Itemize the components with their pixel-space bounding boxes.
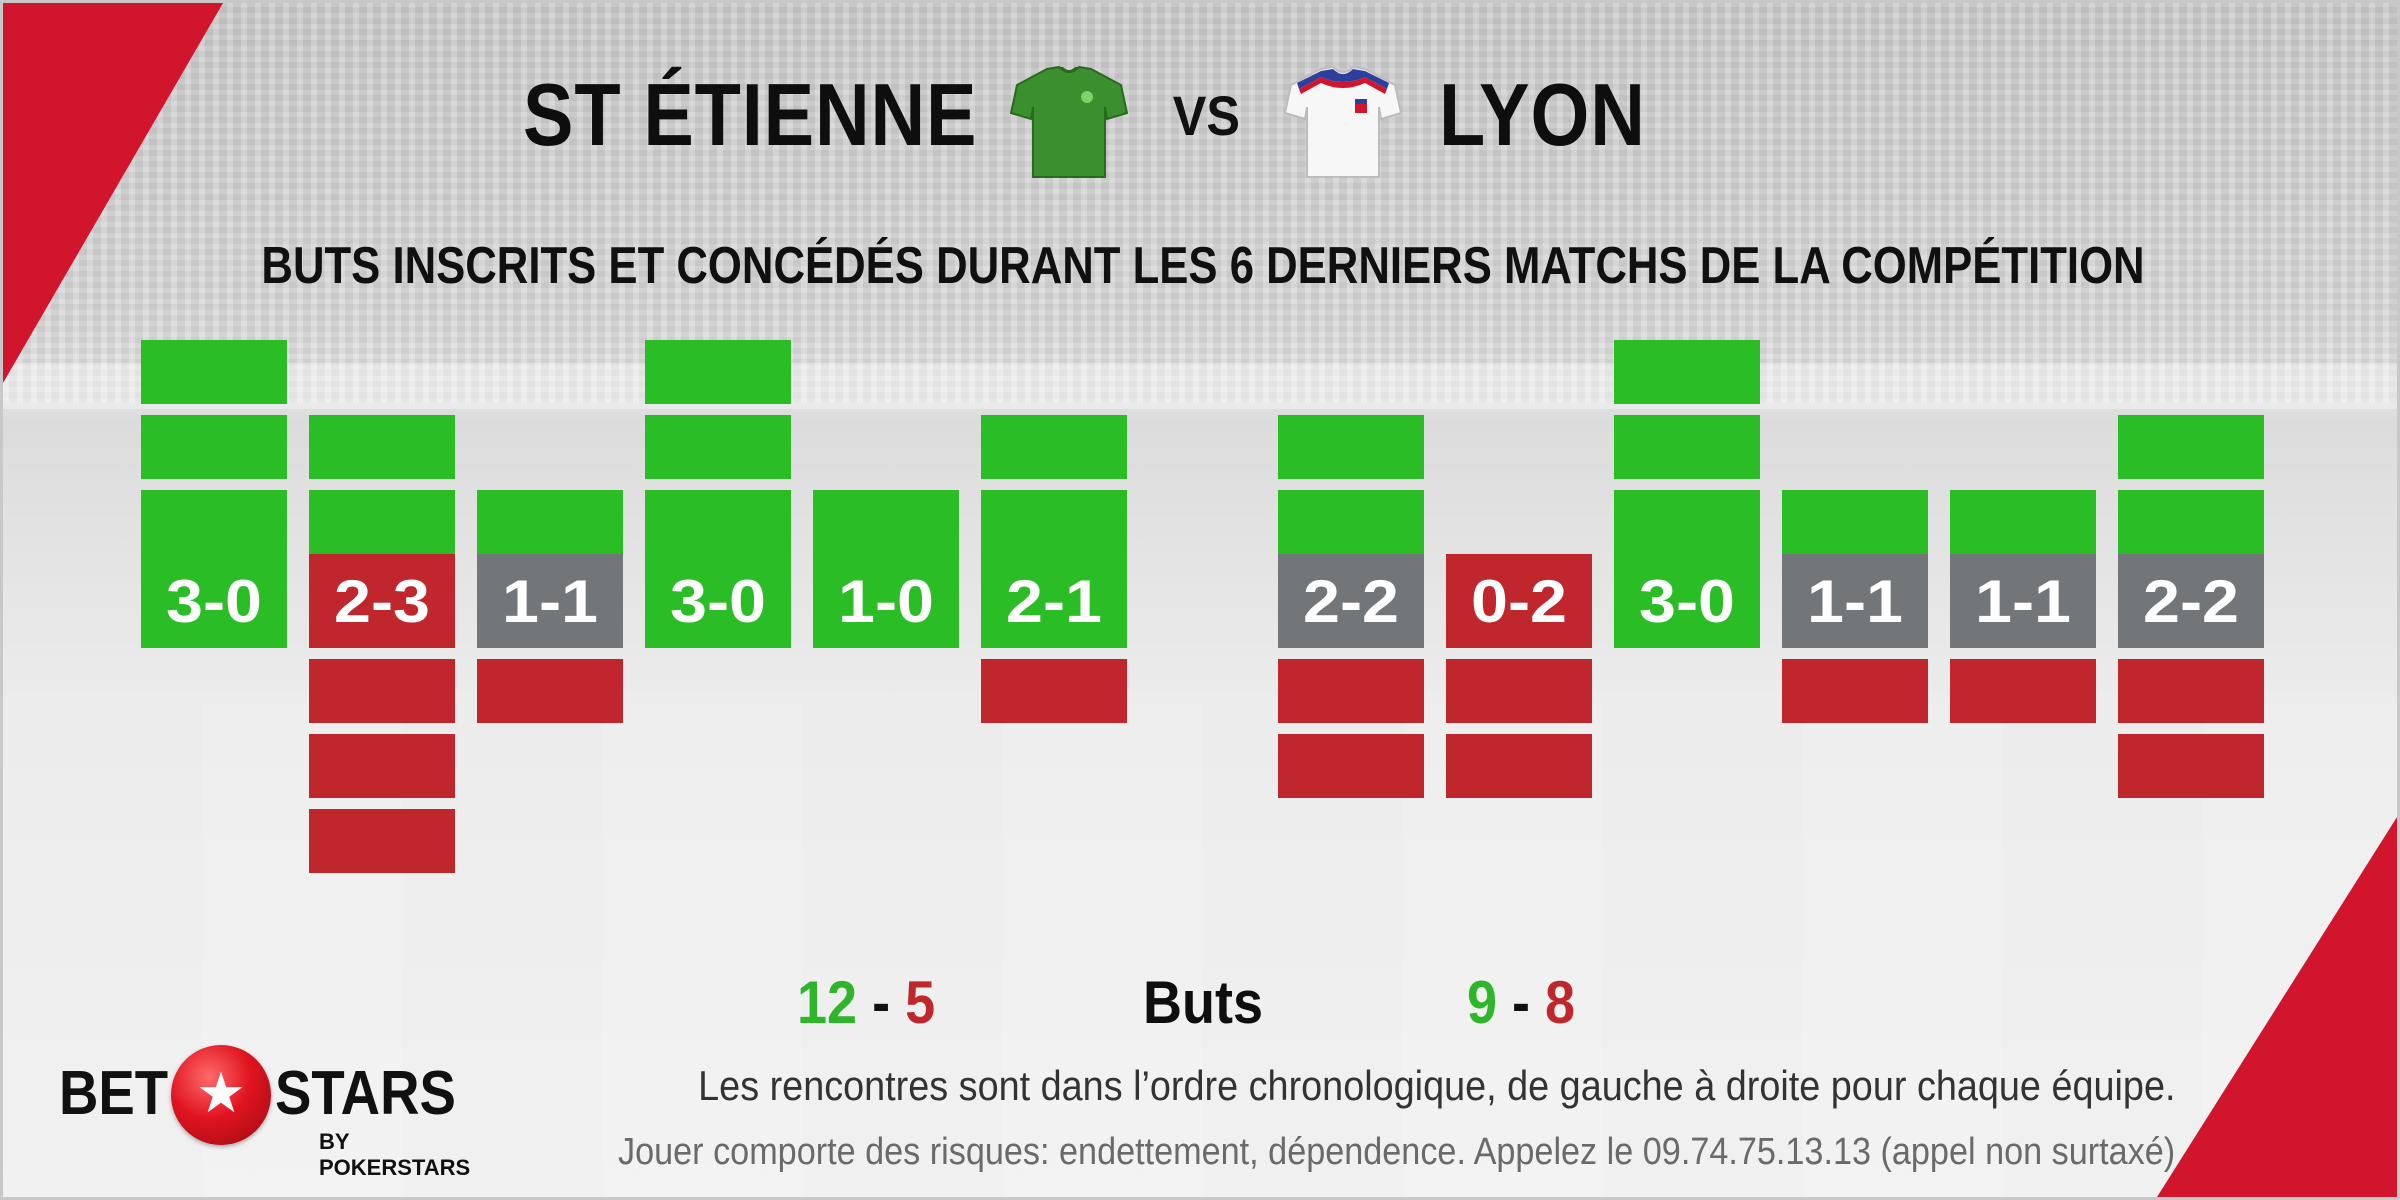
goal-scored-block [141, 490, 287, 554]
goal-conceded-block [1278, 734, 1424, 798]
match-score-box [1614, 554, 1760, 648]
goal-scored-block [1614, 340, 1760, 404]
goal-conceded-block [2118, 659, 2264, 723]
goal-scored-block [645, 415, 791, 479]
match-score-box [141, 554, 287, 648]
goal-scored-block [645, 490, 791, 554]
match-score-label: 1-1 [1807, 568, 1903, 635]
goal-scored-block [1614, 490, 1760, 554]
logo-star-glyph: ★ [195, 1061, 247, 1124]
goal-scored-block [309, 415, 455, 479]
match-score-box [2118, 554, 2264, 648]
results-chart: 3-0 2-3 1-1 3-0 1-0 2-1 2-2 0-2 3-0 1-1 1-1 2-2 [141, 340, 2264, 873]
goal-scored-block [981, 490, 1127, 554]
match-score-label: 3-0 [670, 568, 766, 635]
match-score-label: 1-0 [838, 568, 934, 635]
goal-conceded-block [981, 659, 1127, 723]
home-team-name: ST ÉTIENNE [523, 65, 978, 164]
versus-label: VS [1172, 84, 1240, 147]
goal-scored-block [1950, 490, 2096, 554]
match-score-box [813, 554, 959, 648]
match-score-box [309, 554, 455, 648]
match-score-box [645, 554, 791, 648]
star-ball-icon: ★ [171, 1045, 271, 1145]
away-goals-scored: 9 [1467, 969, 1498, 1036]
white-jersey-icon [1283, 65, 1403, 178]
match-score-box [1782, 554, 1928, 648]
stadium-ad-boards [3, 363, 2397, 409]
match-score-label: 2-1 [1006, 568, 1102, 635]
goal-conceded-block [1446, 659, 1592, 723]
match-score-box [477, 554, 623, 648]
match-score-label: 2-2 [1303, 568, 1399, 635]
goal-scored-block [813, 490, 959, 554]
match-score-box [1278, 554, 1424, 648]
goal-scored-block [1782, 490, 1928, 554]
goal-conceded-block [477, 659, 623, 723]
goal-conceded-block [1782, 659, 1928, 723]
goal-conceded-block [2118, 734, 2264, 798]
goal-scored-block [2118, 490, 2264, 554]
home-goals-separator: - [872, 969, 891, 1036]
away-goals-total: 9 - 8 [1467, 965, 1575, 1041]
goal-conceded-block [309, 809, 455, 873]
match-score-label: 1-1 [502, 568, 598, 635]
stadium-crowd-background [3, 3, 2397, 403]
green-jersey-icon [1009, 65, 1129, 178]
match-score-label: 1-1 [1975, 568, 2071, 635]
chronological-note: Les rencontres sont dans l’ordre chronol… [697, 1062, 2175, 1109]
logo-word-bet: BET [59, 1059, 169, 1128]
logo-word-stars: STARS [275, 1059, 456, 1128]
match-score-box [981, 554, 1127, 648]
goal-conceded-block [1950, 659, 2096, 723]
match-score-label: 2-3 [334, 568, 430, 635]
goal-scored-block [309, 490, 455, 554]
goal-scored-block [2118, 415, 2264, 479]
goal-scored-block [477, 490, 623, 554]
away-goals-conceded: 8 [1545, 969, 1576, 1036]
match-score-label: 0-2 [1471, 568, 1567, 635]
goal-conceded-block [1446, 734, 1592, 798]
match-score-label: 3-0 [166, 568, 262, 635]
away-team-name: LYON [1439, 65, 1646, 164]
logo-subtitle: BY POKERSTARS [319, 1129, 471, 1180]
goal-scored-block [1278, 490, 1424, 554]
betstars-logo: BET ★ STARS BY POKERSTARS [59, 1041, 470, 1180]
goal-scored-block [141, 340, 287, 404]
goals-label: Buts [1143, 969, 1264, 1036]
away-goals-separator: - [1512, 969, 1531, 1036]
goal-conceded-block [309, 734, 455, 798]
goal-scored-block [141, 415, 287, 479]
goal-conceded-block [309, 659, 455, 723]
chart-title: BUTS INSCRITS ET CONCÉDÉS DURANT LES 6 D… [261, 237, 2145, 295]
match-score-box [1950, 554, 2096, 648]
match-score-label: 2-2 [2143, 568, 2239, 635]
goal-scored-block [1614, 415, 1760, 479]
home-goals-scored: 12 [797, 969, 858, 1036]
home-goals-conceded: 5 [905, 969, 936, 1036]
goal-scored-block [981, 415, 1127, 479]
goal-scored-block [645, 340, 791, 404]
gambling-disclaimer: Jouer comporte des risques: endettement,… [617, 1131, 2175, 1173]
match-score-box [1446, 554, 1592, 648]
home-goals-total: 12 - 5 [797, 965, 935, 1041]
goal-scored-block [1278, 415, 1424, 479]
goal-conceded-block [1278, 659, 1424, 723]
match-score-label: 3-0 [1639, 568, 1735, 635]
